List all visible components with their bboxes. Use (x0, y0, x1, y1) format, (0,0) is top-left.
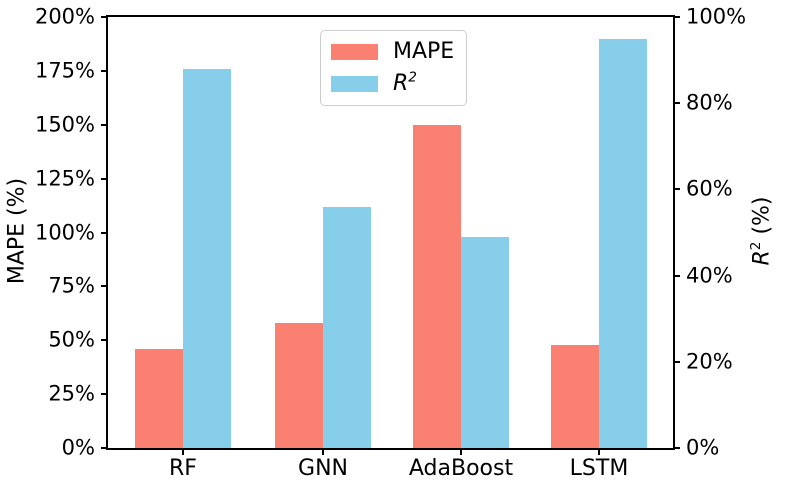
left-tick-label: 200% (34, 4, 95, 29)
legend-entry-r: R2 (331, 71, 454, 96)
right-axis-title-rest: (%) (749, 196, 775, 242)
bar-r2-rf (183, 69, 231, 448)
plot-area: MAPE R2 0% 25% 50% 75% 100% 125% 150% 175% 200% 0%… (35, 6, 746, 480)
right-tick-label: 0% (686, 435, 720, 460)
legend-swatch (331, 75, 378, 92)
bar-mape-lstm (551, 345, 599, 448)
right-tick-label: 20% (686, 349, 733, 374)
left-tick-label: 175% (34, 58, 95, 83)
left-tick-mark (101, 177, 106, 180)
right-axis-title-sup: 2 (748, 241, 765, 251)
right-tick-label: 80% (686, 90, 733, 115)
left-tick-mark (101, 16, 106, 18)
left-tick-mark (101, 447, 106, 449)
bar-r2-lstm (599, 39, 647, 448)
left-tick-label: 0% (61, 435, 95, 460)
legend: MAPE R2 (320, 30, 468, 106)
legend-label-sup: 2 (408, 69, 417, 86)
bar-mape-rf (135, 349, 183, 448)
left-tick-mark (101, 123, 106, 126)
x-tick-mark (460, 450, 462, 455)
right-tick-label: 60% (686, 176, 733, 201)
left-tick-mark (101, 393, 106, 396)
left-tick-label: 75% (48, 273, 95, 298)
legend-label: R2 (393, 69, 417, 97)
legend-entry-mape: MAPE (331, 39, 454, 64)
legend-swatch (331, 43, 378, 60)
right-tick-mark (675, 16, 680, 18)
legend-label: MAPE (393, 39, 455, 64)
left-tick-label: 25% (48, 381, 95, 406)
right-axis-title: R2 (%) (748, 196, 775, 266)
x-tick-label-rf: RF (169, 456, 197, 481)
x-tick-mark (182, 450, 184, 455)
right-axis-title-main: R (749, 250, 775, 266)
left-tick-mark (101, 231, 106, 234)
x-tick-label-adaboost: AdaBoost (408, 456, 514, 481)
right-tick-mark (675, 188, 680, 191)
left-tick-label: 100% (34, 220, 95, 244)
right-tick-mark (675, 360, 680, 363)
x-tick-mark (322, 450, 324, 455)
x-tick-mark (598, 450, 600, 455)
left-tick-mark (101, 339, 106, 342)
right-tick-mark (675, 274, 680, 277)
bar-mape-adaboost (413, 125, 461, 448)
left-axis-title: MAPE (%) (4, 177, 30, 285)
x-tick-label-lstm: LSTM (569, 456, 629, 481)
right-tick-mark (675, 447, 680, 449)
bar-r2-gnn (323, 207, 371, 448)
left-tick-label: 50% (48, 327, 95, 352)
x-tick-label-gnn: GNN (298, 456, 348, 481)
left-tick-label: 125% (34, 166, 95, 191)
left-tick-label: 150% (34, 112, 95, 137)
left-tick-mark (101, 285, 106, 288)
left-tick-mark (101, 69, 106, 72)
right-tick-label: 40% (686, 263, 733, 288)
bar-r2-adaboost (461, 237, 509, 448)
bar-mape-gnn (275, 323, 323, 448)
right-tick-label: 100% (686, 4, 747, 29)
right-tick-mark (675, 102, 680, 105)
